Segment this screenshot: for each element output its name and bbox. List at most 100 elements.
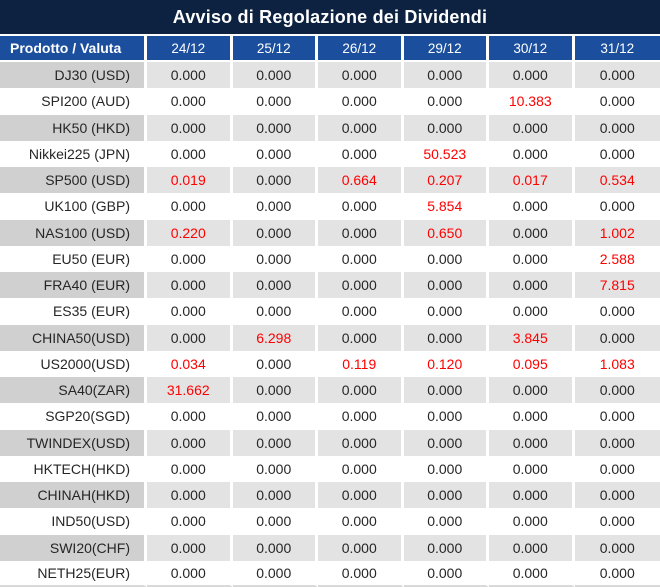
dividend-value: 0.000	[489, 219, 575, 246]
dividend-value: 0.000	[318, 324, 404, 351]
dividend-value: 0.000	[318, 482, 404, 509]
dividend-value: 0.000	[574, 482, 660, 509]
dividend-value: 0.000	[147, 455, 233, 482]
date-column-header: 30/12	[489, 36, 575, 62]
dividend-value: 3.845	[489, 324, 575, 351]
table-row: NAS100 (USD) 0.220 0.000 0.000 0.650 0.0…	[0, 219, 660, 246]
table-row: CHINA50(USD) 0.000 6.298 0.000 0.000 3.8…	[0, 324, 660, 351]
dividend-value: 10.383	[489, 88, 575, 115]
table-row: ES35 (EUR) 0.000 0.000 0.000 0.000 0.000…	[0, 298, 660, 325]
dividend-value: 0.000	[403, 534, 489, 561]
table-header: Prodotto / Valuta 24/12 25/12 26/12 29/1…	[0, 36, 660, 62]
product-column-header: Prodotto / Valuta	[0, 36, 147, 62]
dividend-value: 0.000	[318, 534, 404, 561]
dividend-value: 0.000	[403, 403, 489, 430]
dividend-value: 0.000	[232, 114, 318, 141]
dividend-value: 31.662	[147, 377, 233, 404]
dividend-value: 0.000	[232, 534, 318, 561]
dividend-value: 0.000	[489, 482, 575, 509]
dividend-value: 0.000	[489, 140, 575, 167]
dividend-value: 0.000	[318, 272, 404, 299]
dividend-value: 0.000	[232, 560, 318, 587]
dividend-value: 0.000	[232, 219, 318, 246]
product-cell: Nikkei225 (JPN)	[0, 140, 147, 167]
dividend-value: 0.000	[232, 298, 318, 325]
product-cell: UK100 (GBP)	[0, 193, 147, 220]
date-column-header: 26/12	[318, 36, 404, 62]
dividend-value: 0.000	[232, 272, 318, 299]
table-row: UK100 (GBP) 0.000 0.000 0.000 5.854 0.00…	[0, 193, 660, 220]
dividend-value: 0.000	[403, 429, 489, 456]
dividend-value: 0.000	[147, 324, 233, 351]
dividend-value: 0.000	[232, 455, 318, 482]
dividend-value: 0.207	[403, 167, 489, 194]
product-cell: SWI20(CHF)	[0, 534, 147, 561]
dividend-value: 1.083	[574, 350, 660, 377]
dividend-value: 0.034	[147, 350, 233, 377]
product-cell: DJ30 (USD)	[0, 62, 147, 89]
dividend-value: 0.000	[403, 560, 489, 587]
dividend-value: 0.000	[232, 350, 318, 377]
dividend-value: 0.664	[318, 167, 404, 194]
dividend-value: 0.000	[489, 272, 575, 299]
table-row: SA40(ZAR) 31.662 0.000 0.000 0.000 0.000…	[0, 377, 660, 404]
table-row: SP500 (USD) 0.019 0.000 0.664 0.207 0.01…	[0, 167, 660, 194]
dividend-value: 7.815	[574, 272, 660, 299]
dividend-value: 0.000	[574, 298, 660, 325]
dividend-value: 0.000	[232, 377, 318, 404]
table-body: DJ30 (USD) 0.000 0.000 0.000 0.000 0.000…	[0, 62, 660, 587]
dividend-value: 0.000	[318, 88, 404, 115]
table-row: FRA40 (EUR) 0.000 0.000 0.000 0.000 0.00…	[0, 272, 660, 299]
date-column-header: 31/12	[574, 36, 660, 62]
dividend-value: 0.000	[489, 193, 575, 220]
product-cell: FRA40 (EUR)	[0, 272, 147, 299]
product-cell: HKTECH(HKD)	[0, 455, 147, 482]
dividend-value: 6.298	[232, 324, 318, 351]
product-cell: SPI200 (AUD)	[0, 88, 147, 115]
dividend-value: 0.000	[147, 298, 233, 325]
dividend-value: 0.534	[574, 167, 660, 194]
table-row: CHINAH(HKD) 0.000 0.000 0.000 0.000 0.00…	[0, 482, 660, 509]
table-row: HKTECH(HKD) 0.000 0.000 0.000 0.000 0.00…	[0, 455, 660, 482]
dividend-value: 0.000	[403, 508, 489, 535]
dividend-value: 5.854	[403, 193, 489, 220]
table-row: US2000(USD) 0.034 0.000 0.119 0.120 0.09…	[0, 350, 660, 377]
dividend-value: 0.000	[318, 193, 404, 220]
dividend-value: 50.523	[403, 140, 489, 167]
dividend-value: 0.000	[232, 62, 318, 89]
dividend-value: 0.000	[574, 429, 660, 456]
dividend-value: 0.000	[574, 560, 660, 587]
dividend-value: 0.000	[232, 429, 318, 456]
date-column-header: 29/12	[403, 36, 489, 62]
table-row: HK50 (HKD) 0.000 0.000 0.000 0.000 0.000…	[0, 114, 660, 141]
table-row: EU50 (EUR) 0.000 0.000 0.000 0.000 0.000…	[0, 245, 660, 272]
dividend-value: 0.000	[489, 403, 575, 430]
dividend-value: 0.000	[574, 508, 660, 535]
dividend-value: 0.095	[489, 350, 575, 377]
header-row: Prodotto / Valuta 24/12 25/12 26/12 29/1…	[0, 36, 660, 62]
dividend-value: 0.000	[574, 377, 660, 404]
dividend-value: 0.000	[574, 88, 660, 115]
dividend-value: 0.000	[147, 534, 233, 561]
dividend-value: 0.000	[318, 429, 404, 456]
dividend-value: 0.000	[403, 245, 489, 272]
dividend-value: 0.220	[147, 219, 233, 246]
dividend-value: 0.000	[147, 114, 233, 141]
dividend-value: 0.000	[232, 482, 318, 509]
dividend-value: 1.002	[574, 219, 660, 246]
dividend-value: 0.000	[147, 193, 233, 220]
dividend-value: 0.000	[403, 455, 489, 482]
table-row: Nikkei225 (JPN) 0.000 0.000 0.000 50.523…	[0, 140, 660, 167]
table-row: NETH25(EUR) 0.000 0.000 0.000 0.000 0.00…	[0, 560, 660, 587]
dividend-value: 0.000	[318, 455, 404, 482]
dividend-value: 0.000	[489, 377, 575, 404]
dividend-value: 0.000	[147, 429, 233, 456]
dividend-value: 0.000	[318, 219, 404, 246]
dividend-value: 0.000	[489, 114, 575, 141]
dividend-value: 0.000	[147, 272, 233, 299]
product-cell: EU50 (EUR)	[0, 245, 147, 272]
dividend-value: 0.000	[403, 114, 489, 141]
dividend-value: 0.000	[147, 508, 233, 535]
dividend-value: 0.000	[318, 403, 404, 430]
dividend-value: 0.650	[403, 219, 489, 246]
